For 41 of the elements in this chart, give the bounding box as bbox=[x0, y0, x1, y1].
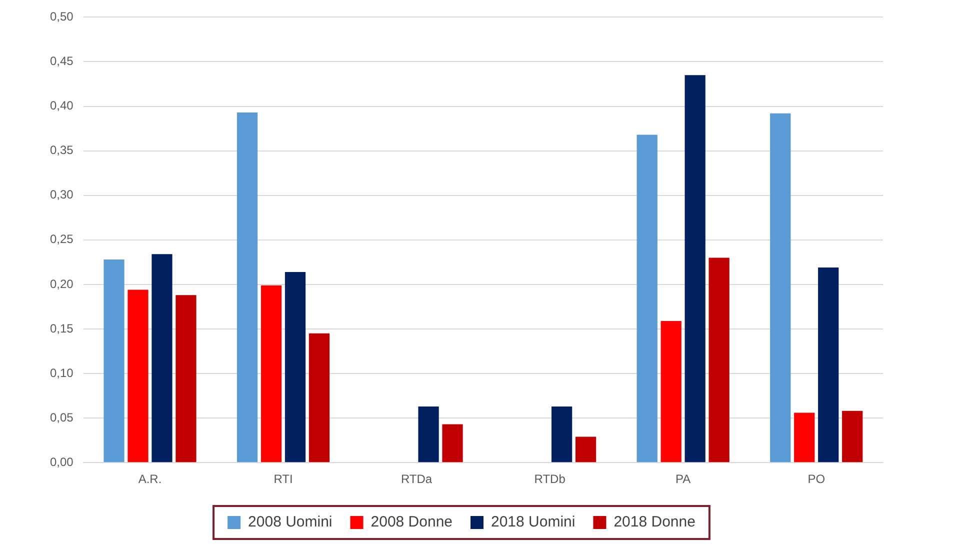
bar bbox=[176, 295, 196, 462]
bar bbox=[818, 268, 839, 462]
y-tick-label: 0,20 bbox=[50, 276, 74, 291]
bar bbox=[418, 406, 439, 462]
bar bbox=[308, 333, 330, 462]
y-tick-label: 0,35 bbox=[50, 143, 74, 158]
bar bbox=[708, 258, 730, 462]
x-tick-label: RTDa bbox=[400, 472, 432, 486]
x-tick-label: A.R. bbox=[138, 472, 162, 486]
y-tick-label: 0,40 bbox=[50, 98, 74, 113]
x-tick-label: PA bbox=[676, 472, 691, 486]
legend-label: 2008 Donne bbox=[370, 514, 453, 531]
x-tick-label: PO bbox=[808, 472, 826, 486]
bar bbox=[260, 285, 282, 462]
y-tick-label: 0,15 bbox=[50, 321, 74, 336]
y-tick-label: 0,25 bbox=[50, 232, 74, 246]
bar bbox=[684, 75, 706, 462]
bar bbox=[770, 113, 791, 462]
y-tick-label: 0,00 bbox=[50, 454, 74, 469]
y-tick-label: 0,30 bbox=[50, 188, 74, 202]
y-tick-label: 0,50 bbox=[50, 10, 74, 24]
x-tick-label: RTDb bbox=[534, 472, 566, 486]
bar bbox=[284, 272, 306, 462]
legend-label: 2018 Donne bbox=[614, 514, 696, 531]
bar bbox=[104, 260, 124, 462]
bar bbox=[128, 290, 148, 462]
y-tick-label: 0,10 bbox=[50, 366, 74, 380]
bar bbox=[794, 412, 815, 462]
x-tick-label: RTI bbox=[274, 472, 293, 486]
bar bbox=[842, 410, 863, 462]
bar bbox=[660, 320, 682, 462]
bar bbox=[152, 254, 172, 462]
bar bbox=[442, 424, 463, 462]
legend-label: 2008 Uomini bbox=[248, 514, 332, 531]
y-tick-label: 0,05 bbox=[50, 410, 74, 424]
bar bbox=[636, 134, 658, 462]
bar bbox=[551, 406, 572, 462]
bar bbox=[575, 436, 596, 462]
bar bbox=[236, 112, 258, 462]
legend-label: 2018 Uomini bbox=[491, 514, 576, 531]
y-tick-label: 0,45 bbox=[50, 54, 74, 68]
